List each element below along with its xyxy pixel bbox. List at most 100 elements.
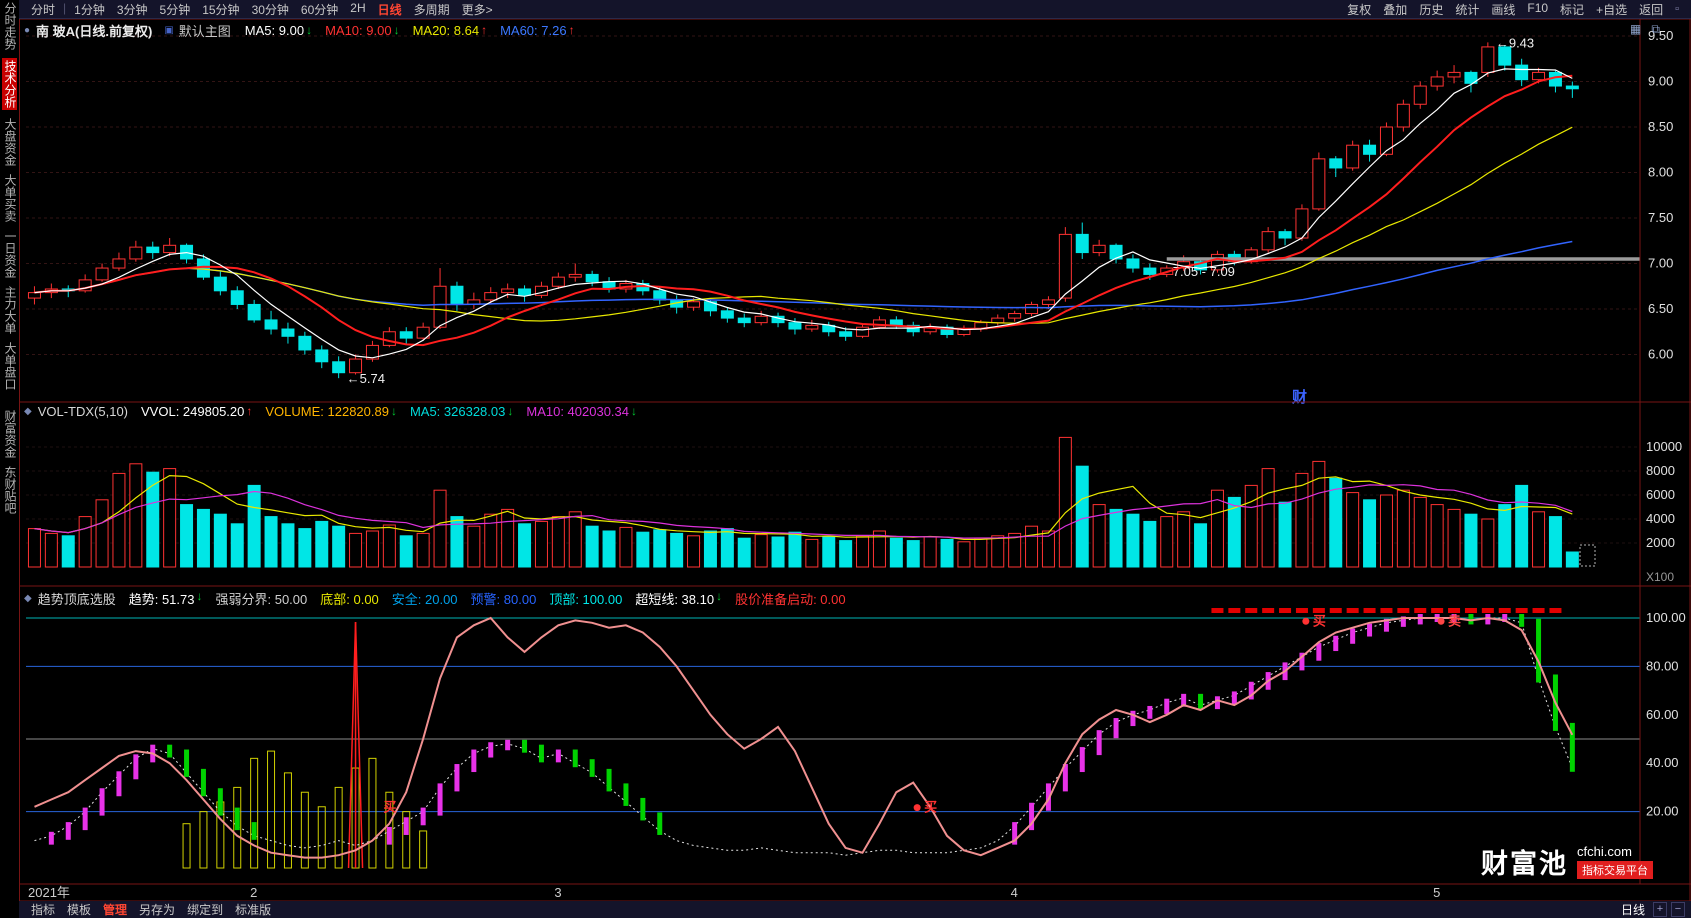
header-value: 趋势: 51.73	[128, 592, 195, 607]
panel-diamond-icon: ◆	[24, 593, 32, 604]
top-zone-mark	[1498, 608, 1511, 613]
header-value: MA10: 9.00	[325, 23, 392, 38]
bottombar-item-2[interactable]: 管理	[103, 903, 128, 917]
topbar-tool-item-0[interactable]: 复权	[1347, 2, 1372, 17]
topbar-period-item-11[interactable]: 更多>	[461, 2, 493, 17]
osc-bar	[167, 744, 173, 758]
signal-dot	[1302, 617, 1310, 625]
header-value: ↓	[393, 23, 400, 37]
bottombar-item-4[interactable]: 绑定到	[187, 903, 224, 917]
osc-bar	[133, 754, 139, 780]
bottombar-item-1[interactable]: 模板	[67, 903, 92, 917]
topbar-tool-item-5[interactable]: F10	[1527, 0, 1549, 15]
topbar-period-item-7[interactable]: 60分钟	[300, 2, 339, 17]
zoom-out-button[interactable]: −	[1671, 902, 1685, 917]
osc-bar	[538, 744, 544, 763]
osc-bar	[522, 739, 528, 753]
svg-text:买: 买	[924, 800, 937, 815]
signal-bar	[368, 757, 377, 869]
expand-icon[interactable]: ⧉	[1651, 22, 1660, 36]
header-value: ↓	[196, 589, 203, 603]
topbar-period-item-5[interactable]: 15分钟	[202, 2, 240, 17]
svg-text:4: 4	[1011, 885, 1018, 900]
watermark-badge: 指标交易平台	[1577, 861, 1653, 879]
topbar-period-item-10[interactable]: 多周期	[413, 2, 450, 17]
topbar-tool-item-4[interactable]: 画线	[1491, 2, 1516, 17]
topbar-period-item-0[interactable]: 分时	[31, 2, 56, 17]
osc-bar	[1417, 614, 1423, 625]
sidebar-item-1[interactable]: 技术分析	[2, 58, 17, 110]
topbar-period-item-1: |	[63, 0, 67, 15]
vol-ma5-line	[34, 474, 1573, 541]
sidebar-item-7[interactable]: 财富资金	[3, 410, 17, 458]
osc-bar	[1350, 628, 1356, 644]
osc-bar	[1113, 718, 1119, 739]
topbar-tool-item-8[interactable]: 返回	[1639, 2, 1664, 17]
signal-bar	[233, 786, 242, 869]
sidebar-item-2[interactable]: 大盘资金	[3, 118, 17, 166]
topbar-tool-item-7[interactable]: +自选	[1596, 2, 1628, 17]
top-zone-mark	[1448, 608, 1461, 613]
topbar-period-item-6[interactable]: 30分钟	[251, 2, 289, 17]
topbar-period-item-3[interactable]: 3分钟	[116, 2, 148, 17]
svg-text:5: 5	[1433, 885, 1440, 900]
svg-text:←5.74: ←5.74	[347, 371, 385, 386]
signal-dot	[1437, 617, 1445, 625]
top-zone-mark	[1414, 608, 1427, 613]
topbar-period-item-4[interactable]: 5分钟	[159, 2, 191, 17]
grid-layout-icon[interactable]: ▦	[1630, 22, 1642, 36]
osc-bar	[420, 807, 426, 826]
top-zone-mark	[1431, 608, 1444, 613]
sidebar-item-0[interactable]: 分时走势	[3, 2, 17, 50]
watermark-brand: 财富池	[1481, 849, 1568, 879]
signal-dot	[913, 804, 921, 812]
header-value: MA10: 402030.34	[526, 404, 629, 419]
topbar-tool-item-1[interactable]: 叠加	[1383, 2, 1408, 17]
bottombar-item-3[interactable]: 另存为	[139, 903, 176, 917]
stock-title[interactable]: 南 玻A(日线.前复权)	[36, 24, 153, 39]
header-value: ↑	[481, 23, 488, 37]
osc-bar	[589, 759, 595, 777]
osc-bar	[488, 742, 494, 758]
topbar-period-item-8[interactable]: 2H	[350, 0, 366, 15]
svg-text:6.50: 6.50	[1648, 301, 1673, 316]
sidebar-item-3[interactable]: 大单买卖	[3, 174, 17, 222]
bottombar-item-0[interactable]: 指标	[31, 903, 56, 917]
topbar-tool-item-6[interactable]: 标记	[1560, 2, 1585, 17]
topbar-tool-item-2[interactable]: 历史	[1419, 2, 1444, 17]
main-layout-label[interactable]: 默认主图	[178, 24, 231, 39]
signal-bar	[283, 772, 292, 869]
current-period-label[interactable]: 日线	[1620, 903, 1645, 917]
osc-bar	[606, 768, 612, 792]
header-value: VVOL: 249805.20	[141, 404, 245, 419]
svg-text:4000: 4000	[1646, 511, 1675, 526]
bottombar-item-5[interactable]: 标准版	[235, 903, 272, 917]
zoom-in-button[interactable]: +	[1653, 902, 1667, 917]
osc-bar	[572, 749, 578, 768]
candles-group	[27, 42, 1579, 379]
top-zone-mark	[1363, 608, 1376, 613]
osc-bar	[454, 764, 460, 792]
osc-bar	[1299, 652, 1305, 671]
window-icon[interactable]: ▫	[1675, 3, 1679, 15]
topbar-period-item-9[interactable]: 日线	[377, 2, 402, 17]
sidebar-item-5[interactable]: 主力大单	[3, 286, 17, 334]
signal-bar	[199, 811, 208, 869]
osc-bar	[403, 817, 409, 835]
osc-bar	[1536, 618, 1542, 683]
osc-bar	[1147, 705, 1153, 719]
sidebar-item-4[interactable]: 一日资金	[3, 230, 17, 278]
svg-text:9.00: 9.00	[1648, 74, 1673, 89]
topbar-period-item-2[interactable]: 1分钟	[74, 2, 105, 17]
shortline-dotted	[34, 617, 1573, 856]
sidebar-item-6[interactable]: 大单盘口	[3, 342, 17, 390]
signal-bar	[385, 791, 394, 869]
topbar-tool-item-3[interactable]: 统计	[1455, 2, 1480, 17]
signal-bar	[182, 823, 191, 869]
indicator-header: ◆ 趋势顶底选股 趋势: 51.73 ↓ 强弱分界: 50.00 底部: 0.00 安全:…	[24, 589, 859, 608]
sidebar-item-8[interactable]: 东财贴吧	[3, 466, 17, 514]
top-zone-mark	[1329, 608, 1342, 613]
osc-bar	[1569, 722, 1575, 772]
